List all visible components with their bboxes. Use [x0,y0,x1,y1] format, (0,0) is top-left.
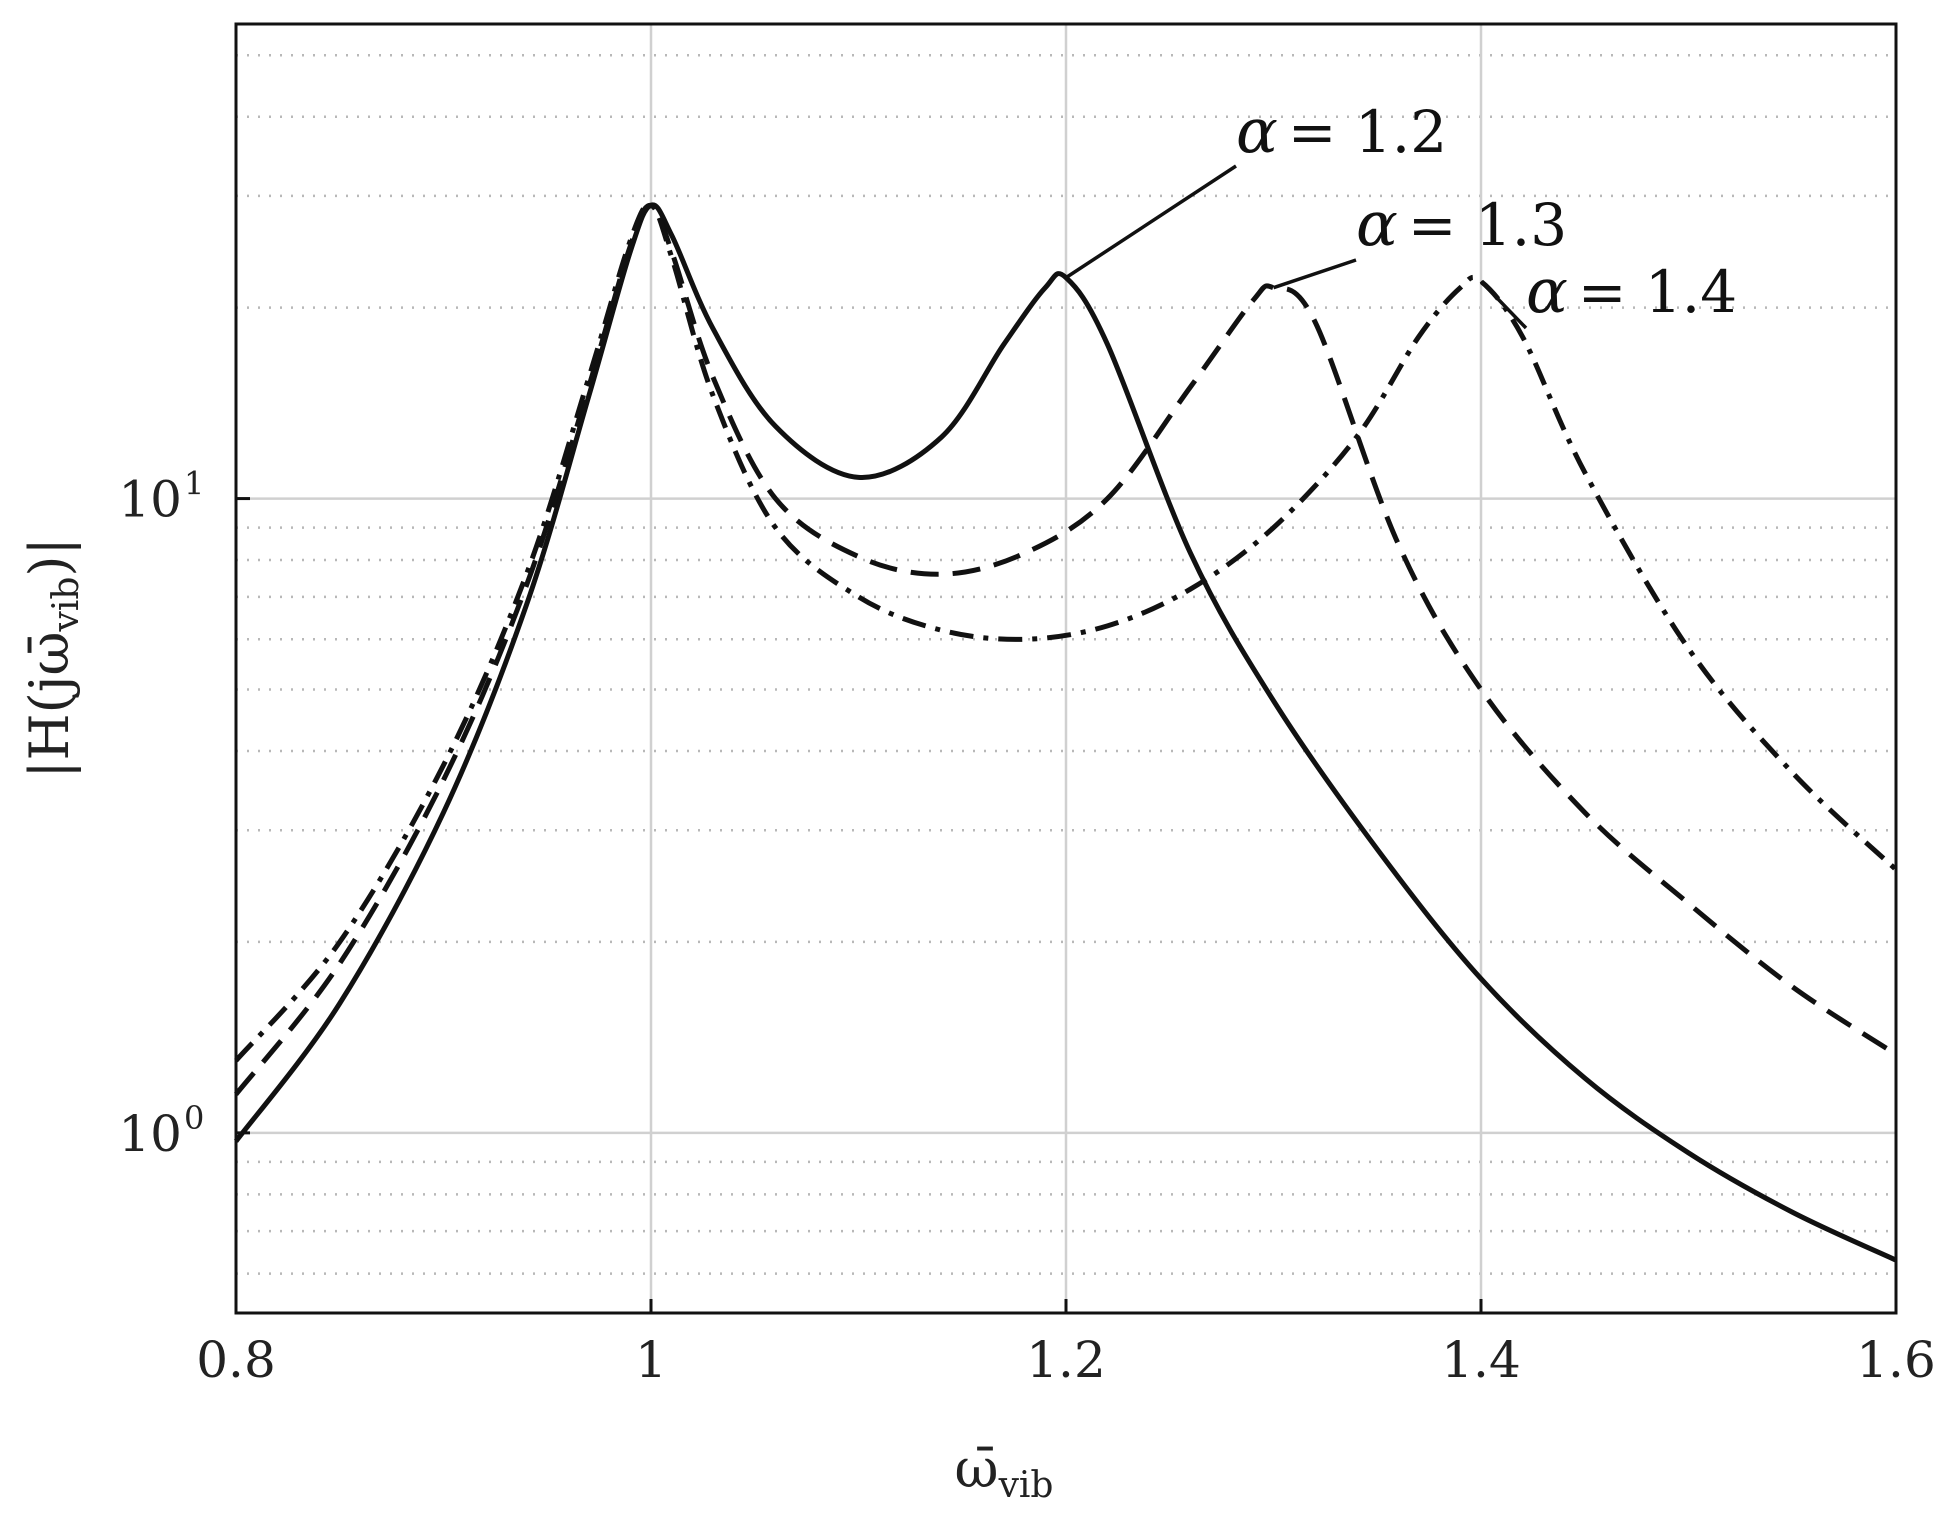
y-tick-exponent: 0 [184,1099,204,1137]
y-tick-label: 10 [118,1105,182,1163]
x-tick-label: 1 [635,1331,667,1389]
y-axis-label-sub: vib [46,577,87,633]
y-tick-label: 10 [118,471,182,529]
annotation-labels: α = 1.2α = 1.3α = 1.4 [1236,94,1737,327]
x-tick-label: 0.8 [196,1331,276,1389]
annotation-alpha: α [1356,187,1398,260]
y-tick-exponent: 1 [184,465,204,503]
annotation-alpha: α [1236,94,1278,167]
x-tick-label: 1.2 [1026,1331,1106,1389]
annotation-label: α = 1.2 [1236,94,1447,167]
y-axis-label-suffix: )| [18,537,81,576]
annotation-leader-line [1479,280,1528,330]
annotation-alpha: α [1526,254,1568,327]
y-axis-label: |H(jω̄vib)| [18,537,87,778]
annotation-leader-line [1272,258,1357,290]
annotation-label: α = 1.4 [1526,254,1737,327]
x-axis-label-var: ω̄ [955,1437,999,1500]
series-line-dashed [234,202,1898,1096]
y-axis-label-var: ω̄ [18,632,81,676]
x-axis-ticks: 0.8 1 1.2 1.4 1.6 [196,1299,1936,1389]
y-axis-label-prefix: |H(j [18,676,81,779]
x-axis-label-sub: vib [998,1465,1054,1506]
series-layer [234,202,1898,1263]
annotation-value: = 1.4 [1578,258,1737,326]
annotation-value: = 1.3 [1408,191,1567,259]
x-tick-label: 1.4 [1441,1331,1521,1389]
annotation-leaders [1065,164,1528,330]
annotation-leader-line [1065,164,1237,280]
x-tick-label: 1.6 [1856,1331,1936,1389]
x-axis-label: ω̄vib [955,1437,1054,1506]
annotation-value: = 1.2 [1288,98,1447,166]
annotation-label: α = 1.3 [1356,187,1567,260]
minor-gridlines [236,53,1896,1275]
series-line-solid [234,202,1898,1263]
